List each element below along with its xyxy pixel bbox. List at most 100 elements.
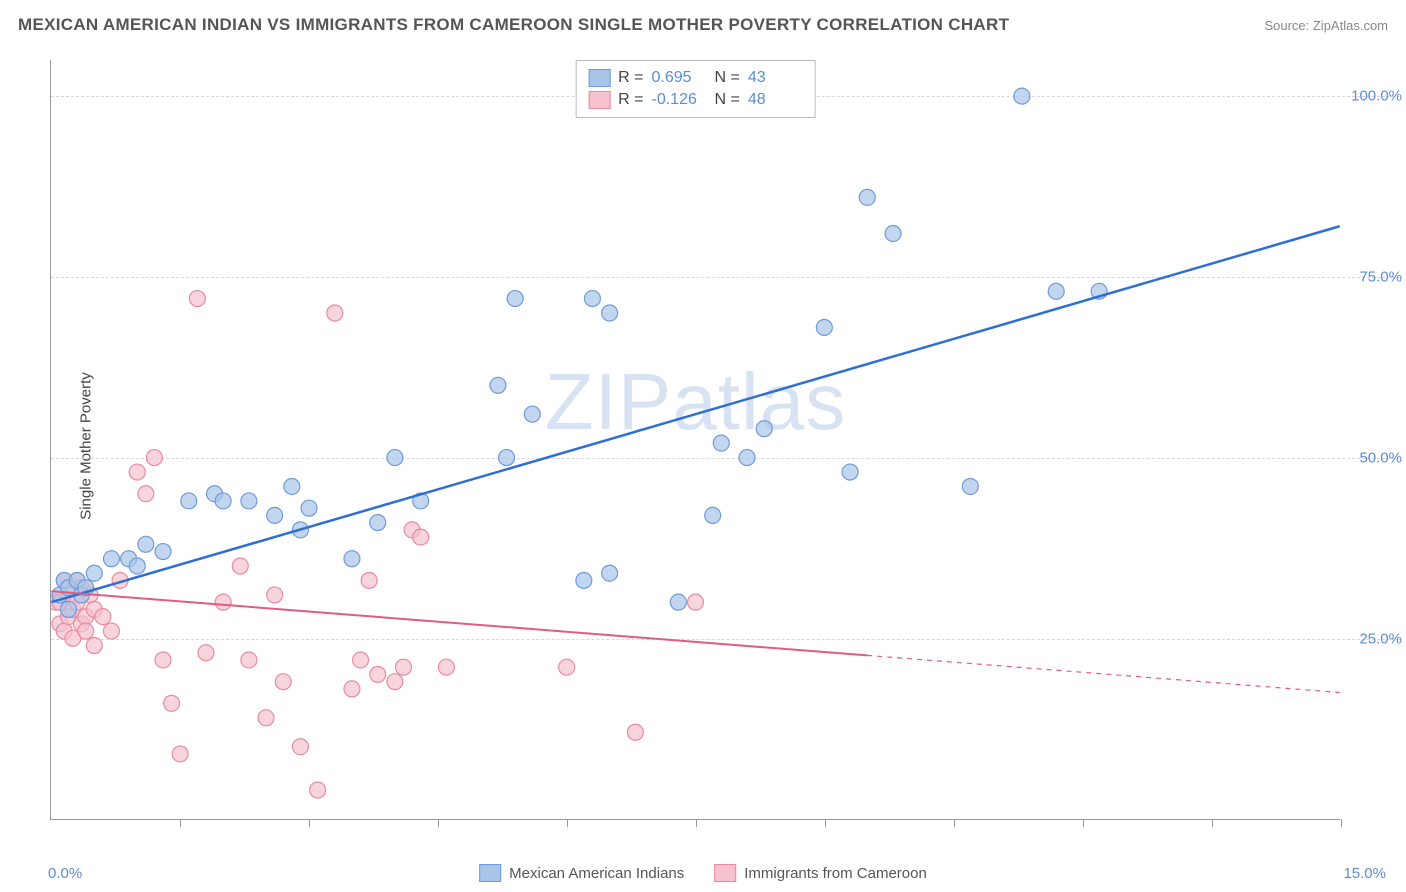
legend-label-2: Immigrants from Cameroon bbox=[744, 865, 927, 882]
scatter-point bbox=[713, 435, 729, 451]
scatter-point bbox=[129, 558, 145, 574]
scatter-point bbox=[438, 659, 454, 675]
x-tick bbox=[1341, 819, 1342, 827]
scatter-point bbox=[499, 450, 515, 466]
x-tick bbox=[1212, 819, 1213, 827]
legend-r-value-2: -0.126 bbox=[652, 91, 707, 109]
scatter-point bbox=[258, 710, 274, 726]
x-tick bbox=[1083, 819, 1084, 827]
legend-n-value-2: 48 bbox=[748, 91, 803, 109]
x-tick bbox=[825, 819, 826, 827]
y-tick-label: 75.0% bbox=[1347, 269, 1402, 286]
scatter-point bbox=[155, 652, 171, 668]
scatter-point bbox=[1048, 283, 1064, 299]
scatter-point bbox=[739, 450, 755, 466]
legend-n-label: N = bbox=[715, 91, 740, 109]
scatter-point bbox=[413, 529, 429, 545]
scatter-point bbox=[370, 515, 386, 531]
x-tick bbox=[954, 819, 955, 827]
scatter-point bbox=[198, 645, 214, 661]
legend-row-series-2: R = -0.126 N = 48 bbox=[588, 89, 803, 111]
x-axis-end-label: 15.0% bbox=[1343, 865, 1386, 882]
scatter-point bbox=[172, 746, 188, 762]
scatter-point bbox=[1014, 88, 1030, 104]
scatter-point bbox=[344, 551, 360, 567]
legend-swatch-1 bbox=[588, 69, 610, 87]
scatter-point bbox=[181, 493, 197, 509]
scatter-point bbox=[215, 594, 231, 610]
scatter-point bbox=[507, 291, 523, 307]
trend-line-extrapolated bbox=[867, 655, 1339, 692]
scatter-point bbox=[267, 587, 283, 603]
legend-label-1: Mexican American Indians bbox=[509, 865, 684, 882]
scatter-point bbox=[344, 681, 360, 697]
scatter-point bbox=[756, 421, 772, 437]
plot-area: ZIPatlas R = 0.695 N = 43 R = -0.126 N =… bbox=[50, 60, 1340, 820]
scatter-point bbox=[241, 652, 257, 668]
scatter-point bbox=[155, 544, 171, 560]
scatter-point bbox=[576, 572, 592, 588]
trend-line bbox=[51, 591, 867, 655]
scatter-point bbox=[189, 291, 205, 307]
scatter-point bbox=[103, 551, 119, 567]
scatter-point bbox=[95, 609, 111, 625]
scatter-point bbox=[146, 450, 162, 466]
scatter-point bbox=[86, 638, 102, 654]
scatter-point bbox=[688, 594, 704, 610]
scatter-point bbox=[387, 450, 403, 466]
legend-n-label: N = bbox=[715, 69, 740, 87]
scatter-point bbox=[627, 724, 643, 740]
scatter-point bbox=[284, 478, 300, 494]
scatter-point bbox=[885, 225, 901, 241]
y-tick-label: 25.0% bbox=[1347, 631, 1402, 648]
scatter-point bbox=[602, 305, 618, 321]
scatter-point bbox=[241, 493, 257, 509]
scatter-point bbox=[327, 305, 343, 321]
legend-r-label: R = bbox=[618, 91, 643, 109]
x-axis-start-label: 0.0% bbox=[48, 865, 82, 882]
scatter-point bbox=[705, 507, 721, 523]
legend-swatch-2 bbox=[588, 91, 610, 109]
scatter-point bbox=[86, 565, 102, 581]
scatter-point bbox=[962, 478, 978, 494]
scatter-point bbox=[78, 623, 94, 639]
y-tick-label: 50.0% bbox=[1347, 450, 1402, 467]
scatter-point bbox=[138, 536, 154, 552]
legend-swatch-bottom-1 bbox=[479, 864, 501, 882]
scatter-point bbox=[395, 659, 411, 675]
scatter-point bbox=[164, 695, 180, 711]
scatter-point bbox=[129, 464, 145, 480]
scatter-point bbox=[370, 666, 386, 682]
x-tick bbox=[696, 819, 697, 827]
legend-item-1: Mexican American Indians bbox=[479, 864, 684, 882]
scatter-point bbox=[103, 623, 119, 639]
trend-line bbox=[51, 226, 1339, 602]
scatter-point bbox=[353, 652, 369, 668]
y-tick-label: 100.0% bbox=[1347, 88, 1402, 105]
legend-swatch-bottom-2 bbox=[714, 864, 736, 882]
scatter-point bbox=[267, 507, 283, 523]
scatter-point bbox=[292, 739, 308, 755]
legend-row-series-1: R = 0.695 N = 43 bbox=[588, 67, 803, 89]
series-legend: Mexican American Indians Immigrants from… bbox=[479, 864, 927, 882]
scatter-point bbox=[387, 674, 403, 690]
correlation-legend: R = 0.695 N = 43 R = -0.126 N = 48 bbox=[575, 60, 816, 118]
x-tick bbox=[567, 819, 568, 827]
scatter-point bbox=[559, 659, 575, 675]
legend-r-label: R = bbox=[618, 69, 643, 87]
scatter-point bbox=[859, 189, 875, 205]
scatter-point bbox=[275, 674, 291, 690]
scatter-point bbox=[232, 558, 248, 574]
scatter-point bbox=[138, 486, 154, 502]
chart-source: Source: ZipAtlas.com bbox=[1264, 18, 1388, 33]
scatter-point bbox=[602, 565, 618, 581]
chart-title: MEXICAN AMERICAN INDIAN VS IMMIGRANTS FR… bbox=[18, 15, 1009, 35]
title-bar: MEXICAN AMERICAN INDIAN VS IMMIGRANTS FR… bbox=[18, 15, 1388, 35]
scatter-plot-svg bbox=[51, 60, 1340, 819]
scatter-point bbox=[490, 377, 506, 393]
scatter-point bbox=[61, 601, 77, 617]
legend-n-value-1: 43 bbox=[748, 69, 803, 87]
x-tick bbox=[309, 819, 310, 827]
scatter-point bbox=[670, 594, 686, 610]
scatter-point bbox=[361, 572, 377, 588]
